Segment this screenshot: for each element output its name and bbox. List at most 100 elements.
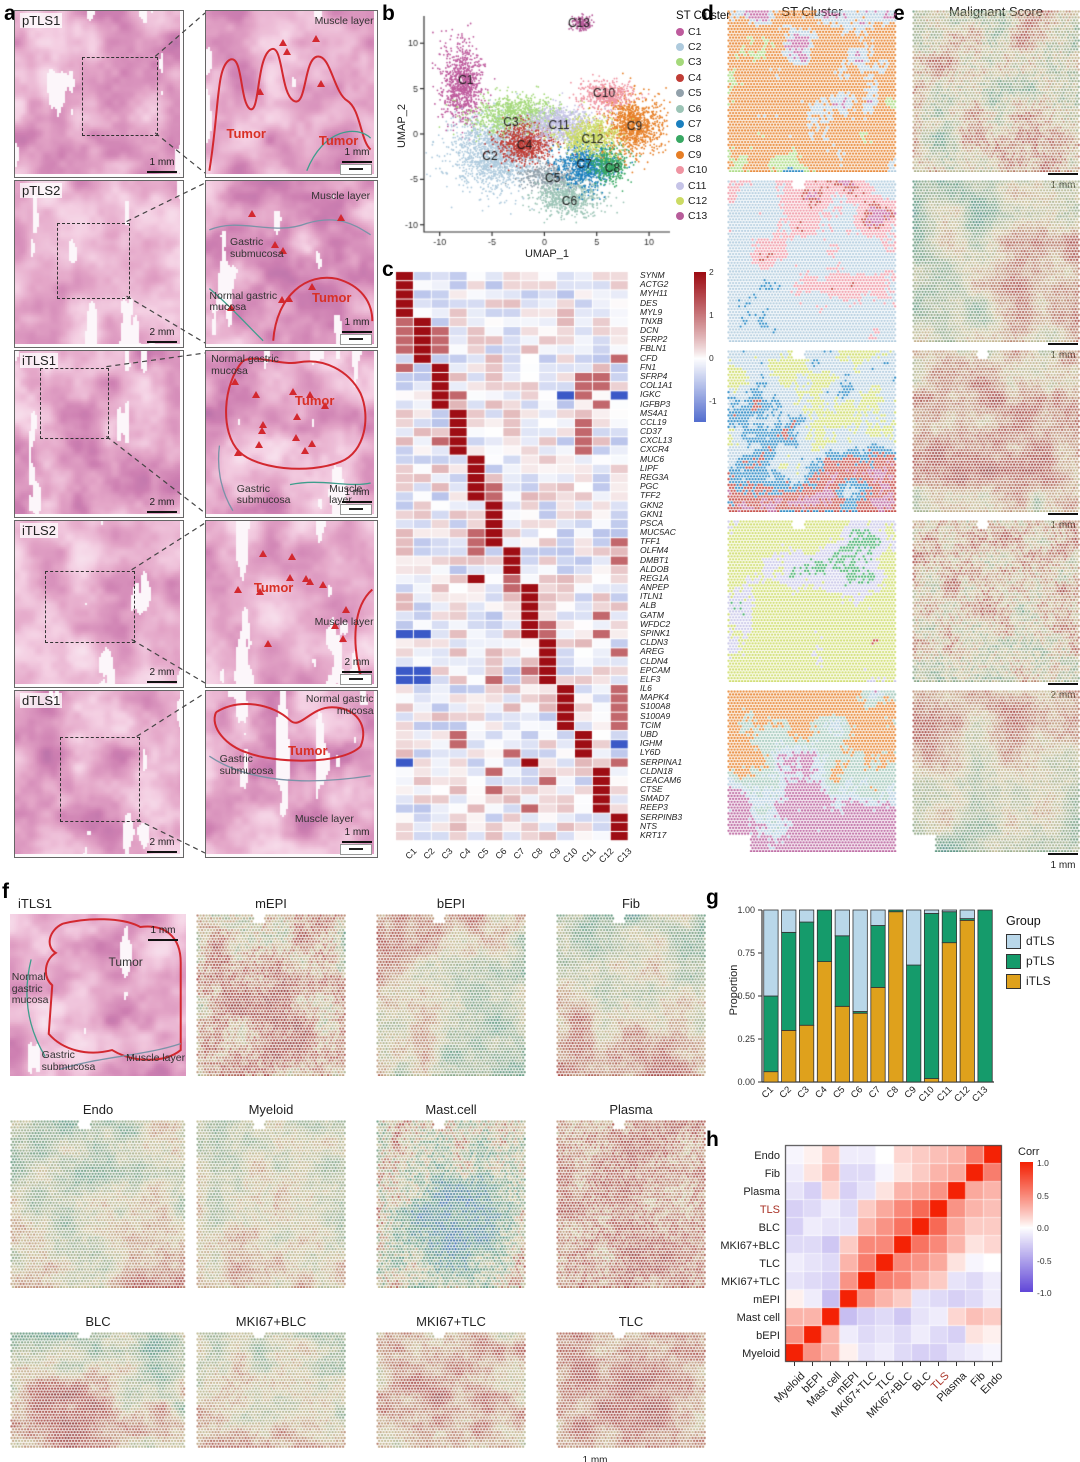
slide-scalebar-bar <box>147 511 177 513</box>
h-colorbar <box>1020 1162 1033 1292</box>
heatmap-col-label-C1: C1 <box>403 846 419 862</box>
legend-label-C10: C10 <box>688 164 708 177</box>
g-xtick-C2: C2 <box>778 1084 794 1100</box>
gene-label: S100A8 <box>640 701 671 712</box>
tumor-marker-triangle <box>319 580 328 588</box>
scalebar-line <box>1048 853 1078 855</box>
gene-label: SFRP2 <box>640 334 668 345</box>
f-scalebar-label: 1 mm <box>582 1455 608 1462</box>
gene-label: CLDN4 <box>640 655 668 666</box>
tumor-marker-triangle <box>285 573 294 581</box>
umap-legend: ST Cluster C1 C2 C3 C4 C5 C6 C7 C8 C9 C10 C11 C12 C13 <box>676 10 730 224</box>
g-bar-C2-pTLS <box>781 931 797 1031</box>
slide-scalebar: 2 mm <box>147 832 177 853</box>
h-row-label-mEPI: mEPI <box>753 1294 780 1306</box>
h-row-label-TLC: TLC <box>759 1258 780 1270</box>
tumor-marker-triangle <box>331 621 340 629</box>
g-bar-C5-iTLS <box>834 1005 850 1083</box>
inset-label: Normal gastric mucosa <box>209 289 278 314</box>
g-bar-C12-iTLS <box>959 919 975 1083</box>
g-bar-C10-iTLS <box>923 1078 940 1083</box>
gene-label: CFD <box>640 352 658 363</box>
g-legend-swatch-dTLS <box>1006 933 1021 949</box>
f-hist-scalebar: 1 mm <box>148 920 178 941</box>
f-celltype-map-MKI67+BLC <box>196 1332 346 1448</box>
legend-item-C7: C7 <box>676 116 720 131</box>
g-bar-C1-pTLS <box>763 995 779 1073</box>
g-bar-C4-iTLS <box>816 961 833 1083</box>
tumor-marker-triangle <box>311 34 320 42</box>
f-tile-title-Plasma: Plasma <box>609 1102 653 1117</box>
legend-item-C6: C6 <box>676 101 720 116</box>
tumor-marker-triangle <box>292 412 301 420</box>
st-cluster-map-4 <box>727 520 897 682</box>
inset-image-iTLS2 <box>206 521 374 684</box>
umap-x-axis-label: UMAP_1 <box>524 248 570 260</box>
gene-label: IL6 <box>640 683 652 694</box>
panel-g-proportion-bars: 1.00 0.75 0.50 0.25 0.00 C1 C2 C3 C4 C5 C6 C7 C8 C9 C1… <box>700 884 1080 1130</box>
legend-swatch-C1 <box>676 27 684 36</box>
h-row-label-MKI67+BLC: MKI67+BLC <box>720 1240 780 1252</box>
h-col-tick <box>974 1362 975 1366</box>
heatmap-col-label-C2: C2 <box>421 846 437 862</box>
inset-scalebar: 2 mm <box>342 652 372 673</box>
slide-scalebar: 1 mm <box>147 152 177 173</box>
gene-label: PSCA <box>640 517 664 528</box>
legend-swatch-C12 <box>676 196 684 205</box>
legend-item-C11: C11 <box>676 178 720 193</box>
slide-scalebar-bar <box>147 171 177 173</box>
inset-scalebar-bar <box>342 841 372 843</box>
inset-label: Gastric submucosa <box>219 753 274 777</box>
f-celltype-map-Endo <box>10 1120 186 1288</box>
scalebar-line <box>1048 343 1078 345</box>
g-bar-C13-pTLS <box>977 909 993 1083</box>
f-tile-title-TLC: TLC <box>618 1314 644 1329</box>
slide-scalebar-label: 2 mm <box>149 327 175 338</box>
tumor-marker-triangle <box>291 433 300 441</box>
gene-label: DMBT1 <box>640 554 669 565</box>
f-hist-label: Tumor <box>108 955 143 970</box>
tumor-marker-triangle <box>277 296 286 304</box>
gene-label: LIPF <box>640 462 658 473</box>
gene-label: CXCR4 <box>640 444 669 455</box>
st-cluster-map-3 <box>727 350 897 512</box>
f-sample-label: iTLS1 <box>18 896 52 911</box>
gene-label: ANPEP <box>640 582 669 593</box>
h-row-label-Endo: Endo <box>754 1150 780 1162</box>
slide-scalebar-bar <box>147 341 177 343</box>
inset-label: Muscle layer <box>314 14 374 27</box>
legend-swatch-C4 <box>676 73 684 82</box>
sample-label: pTLS2 <box>20 183 63 198</box>
inset-scalebar: 1 mm <box>342 312 372 333</box>
g-xtick-C12: C12 <box>952 1084 972 1104</box>
panel-f-celltype-maps: iTLS1 1 mm Tumor Normal gastric mucosa Gastr… <box>0 884 706 1462</box>
inset-box-pTLS1: Muscle layer Tumor Tumor 1 mm <box>205 10 378 178</box>
heatmap-col-label-C11: C11 <box>579 846 598 865</box>
panel-e-malignant-score: 1 mm1 mm1 mm2 mm1 mm <box>912 10 1080 871</box>
g-legend-item-pTLS: pTLS <box>1006 951 1055 971</box>
legend-item-C1: C1 <box>676 24 720 39</box>
legend-label-C5: C5 <box>688 87 702 100</box>
g-bar-C12-dTLS <box>959 909 975 920</box>
tumor-marker-triangle <box>263 640 272 648</box>
gene-label: SPINK1 <box>640 628 671 639</box>
malignant-score-map-4 <box>912 520 1080 682</box>
inset-scalebar-bar <box>342 331 372 333</box>
gene-label: ELF3 <box>640 673 661 684</box>
heatmap-colorbar-tick: 2 <box>709 267 714 277</box>
g-bar-C8-pTLS <box>888 909 904 913</box>
legend-label-C2: C2 <box>688 41 702 54</box>
g-legend-item-iTLS: iTLS <box>1006 971 1055 991</box>
inset-label: Tumor <box>318 132 359 148</box>
heatmap-col-label-C5: C5 <box>475 846 491 862</box>
slide-box-pTLS2: pTLS2 2 mm <box>14 180 184 348</box>
malignant-scalebar-5: 1 mm <box>1048 853 1078 873</box>
legend-swatch-C13 <box>676 212 684 221</box>
gene-label: MS4A1 <box>640 407 668 418</box>
g-xtick-C13: C13 <box>970 1084 990 1104</box>
sample-label: iTLS1 <box>20 353 58 368</box>
h-row-label-bEPI: bEPI <box>756 1330 780 1342</box>
g-bar-C10-dTLS <box>923 909 940 914</box>
tumor-marker-triangle <box>336 214 345 222</box>
gene-label: IGHM <box>640 738 663 749</box>
